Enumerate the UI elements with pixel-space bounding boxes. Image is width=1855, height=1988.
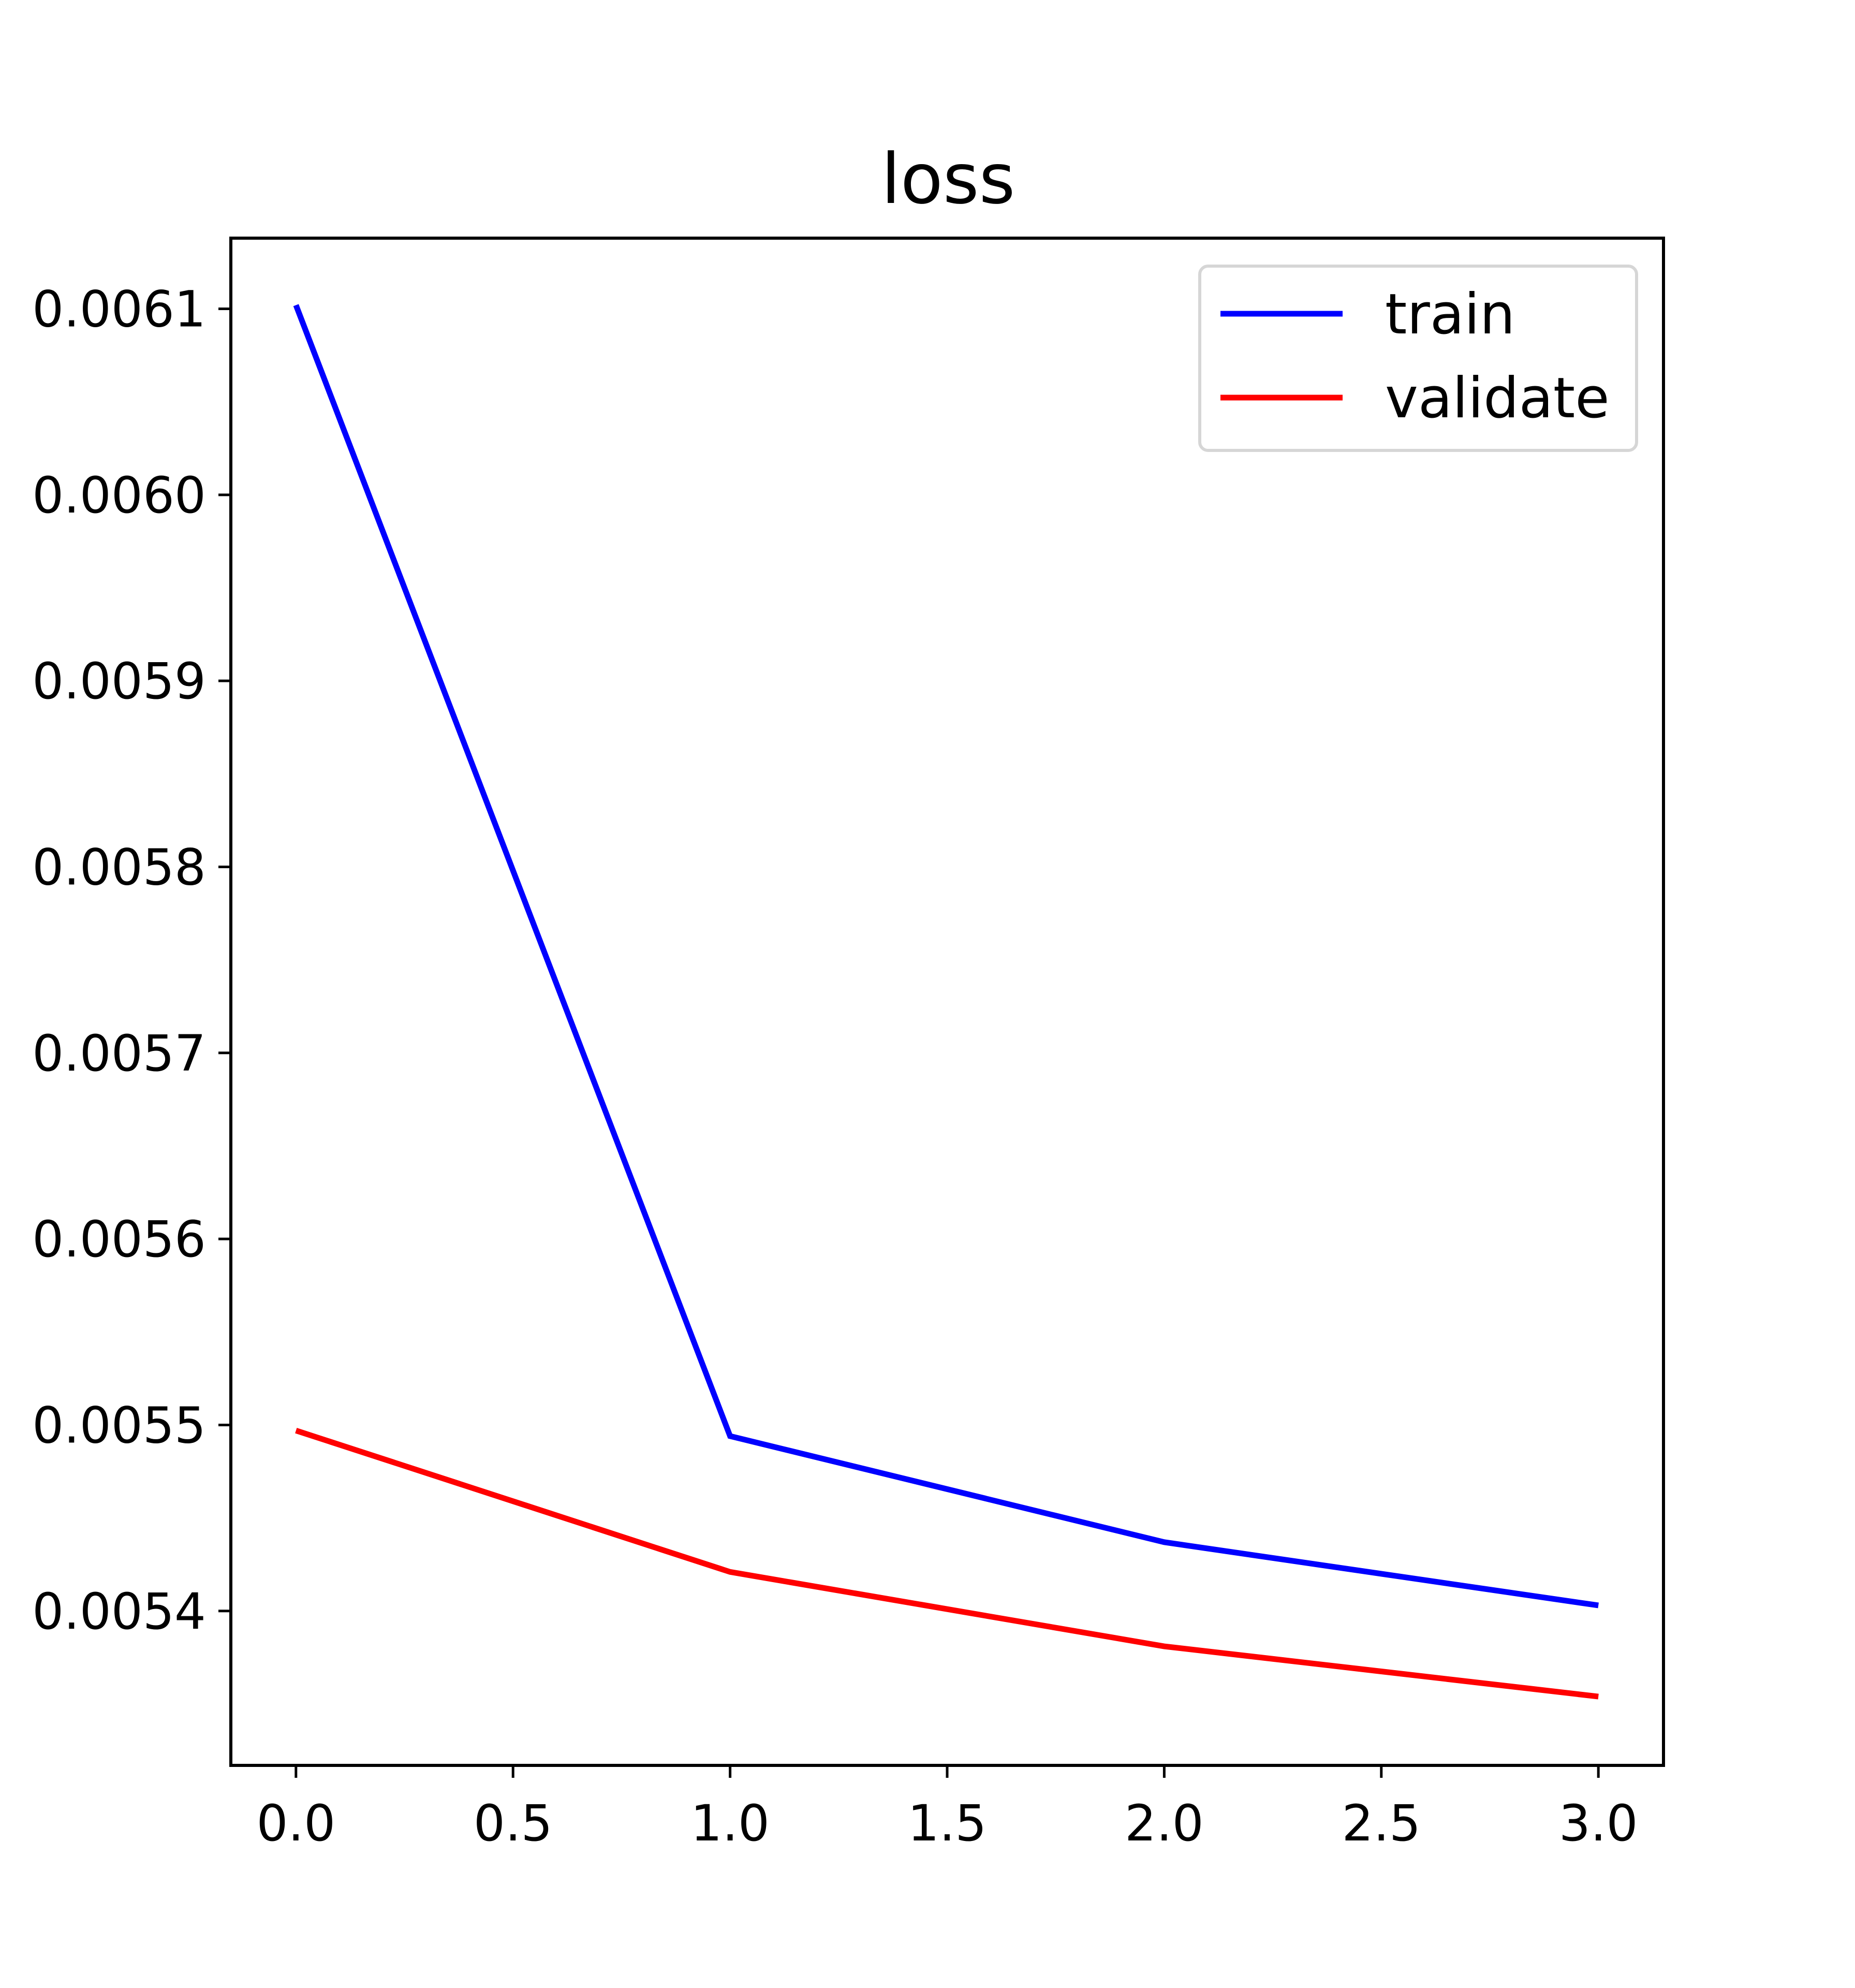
series-line-train (293, 304, 1599, 1609)
y-tick-label: 0.0054 (32, 1583, 206, 1641)
x-tick-label: 2.5 (1342, 1794, 1421, 1852)
y-tick-label: 0.0060 (32, 466, 206, 524)
legend-label-validate: validate (1385, 366, 1610, 431)
legend-label-train: train (1385, 282, 1515, 347)
x-tick-label: 2.0 (1125, 1794, 1204, 1852)
plot-frame (229, 237, 1665, 1767)
chart-title: loss (881, 139, 1015, 220)
legend: train validate (1198, 265, 1638, 452)
y-tick-label: 0.0056 (32, 1210, 206, 1268)
y-tick-label: 0.0061 (32, 281, 206, 339)
x-tick-label: 1.0 (690, 1794, 770, 1852)
x-tick-label: 3.0 (1559, 1794, 1638, 1852)
y-tick-label: 0.0055 (32, 1396, 206, 1454)
y-tick-label: 0.0059 (32, 652, 206, 710)
x-tick-label: 0.5 (474, 1794, 553, 1852)
series-line-validate (295, 1427, 1599, 1700)
y-tick-label: 0.0058 (32, 838, 206, 896)
y-tick-label: 0.0057 (32, 1025, 206, 1083)
x-tick-label: 0.0 (256, 1794, 335, 1852)
x-tick-label: 1.5 (908, 1794, 987, 1852)
